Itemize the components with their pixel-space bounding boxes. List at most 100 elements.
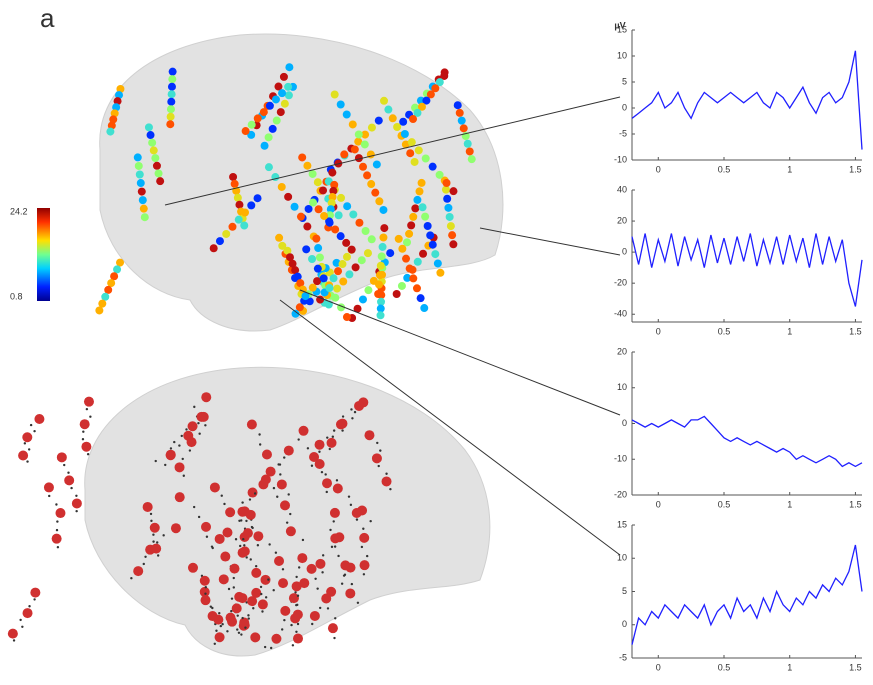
electrode (301, 292, 310, 301)
contact (333, 545, 337, 548)
electrode (375, 197, 384, 206)
contact-active (359, 532, 370, 543)
contact (48, 494, 51, 498)
contact (152, 540, 155, 543)
contact (12, 639, 16, 642)
contact-active (242, 528, 253, 539)
electrode (107, 279, 116, 288)
electrode (374, 116, 383, 125)
connectors (164, 96, 621, 556)
electrode (457, 116, 466, 125)
contact-active (265, 466, 276, 477)
electrode (449, 187, 458, 196)
electrode (412, 284, 421, 293)
electrode (342, 238, 351, 247)
electrode (329, 274, 338, 283)
electrode (280, 99, 289, 108)
contact (33, 429, 36, 433)
x-tick-label: 0.5 (718, 326, 731, 336)
x-tick-label: 0.5 (718, 499, 731, 509)
electrode (134, 161, 143, 170)
electrodes (7, 63, 476, 650)
electrode (264, 133, 273, 142)
contact (236, 614, 239, 617)
contact (283, 618, 286, 622)
electrode (355, 218, 364, 227)
electrode (428, 240, 437, 249)
contact (277, 463, 280, 466)
electrode (406, 149, 415, 158)
contact (213, 642, 216, 646)
electrode (351, 263, 360, 272)
electrode (394, 234, 403, 243)
contact (178, 444, 181, 447)
contact (86, 453, 90, 456)
y-tick-label: 20 (617, 346, 627, 356)
contact (389, 487, 392, 491)
electrode (167, 82, 176, 91)
electrode (420, 304, 429, 313)
contact (263, 645, 267, 649)
electrode (309, 198, 318, 207)
electrode (342, 110, 351, 119)
contact-active (34, 413, 45, 424)
x-tick-label: 0 (656, 499, 661, 509)
contact (311, 622, 314, 626)
electrode (414, 146, 423, 155)
electrode (418, 203, 427, 212)
electrode (272, 116, 281, 125)
contact (272, 589, 275, 592)
contact-active (309, 610, 320, 621)
contact-active (213, 614, 224, 625)
contact-active (315, 558, 326, 569)
electrode (166, 112, 175, 121)
contact-active (247, 487, 258, 498)
contact (215, 629, 218, 632)
electrode (463, 139, 472, 148)
electrode (268, 124, 277, 133)
contact (75, 509, 78, 513)
electrode (285, 253, 294, 262)
contact-active (329, 507, 340, 518)
contact (204, 424, 207, 427)
electrode (136, 179, 145, 188)
electrode (139, 204, 148, 213)
electrode (380, 96, 389, 105)
x-tick-label: 1 (787, 164, 792, 174)
contact-active (222, 527, 233, 538)
contact-active (321, 593, 332, 604)
contact (329, 528, 332, 532)
electrode (140, 213, 149, 222)
contact-active (30, 587, 41, 598)
electrode (337, 193, 346, 202)
contact (130, 577, 133, 580)
contact (332, 429, 336, 432)
electrode (357, 256, 366, 265)
electrode (98, 299, 107, 308)
contact (250, 525, 254, 529)
contact-active (351, 508, 362, 519)
electrode (95, 306, 104, 315)
electrode (275, 233, 284, 242)
contact-active (309, 452, 320, 463)
electrode (260, 141, 269, 150)
contact (320, 470, 324, 474)
electrode (455, 108, 464, 117)
y-tick-label: 0 (622, 418, 627, 428)
contact (343, 573, 347, 576)
contact (341, 415, 345, 418)
electrode (379, 233, 388, 242)
contact (150, 519, 153, 523)
contact (67, 471, 70, 474)
electrode (428, 162, 437, 171)
electrode (152, 161, 161, 170)
electrode (326, 205, 335, 214)
electrode (400, 130, 409, 139)
contact (351, 417, 354, 420)
contact (291, 644, 295, 647)
electrode (319, 186, 328, 195)
contact-active (314, 459, 325, 470)
electrode (247, 201, 256, 210)
contact-active (364, 430, 375, 441)
electrode (392, 289, 401, 298)
